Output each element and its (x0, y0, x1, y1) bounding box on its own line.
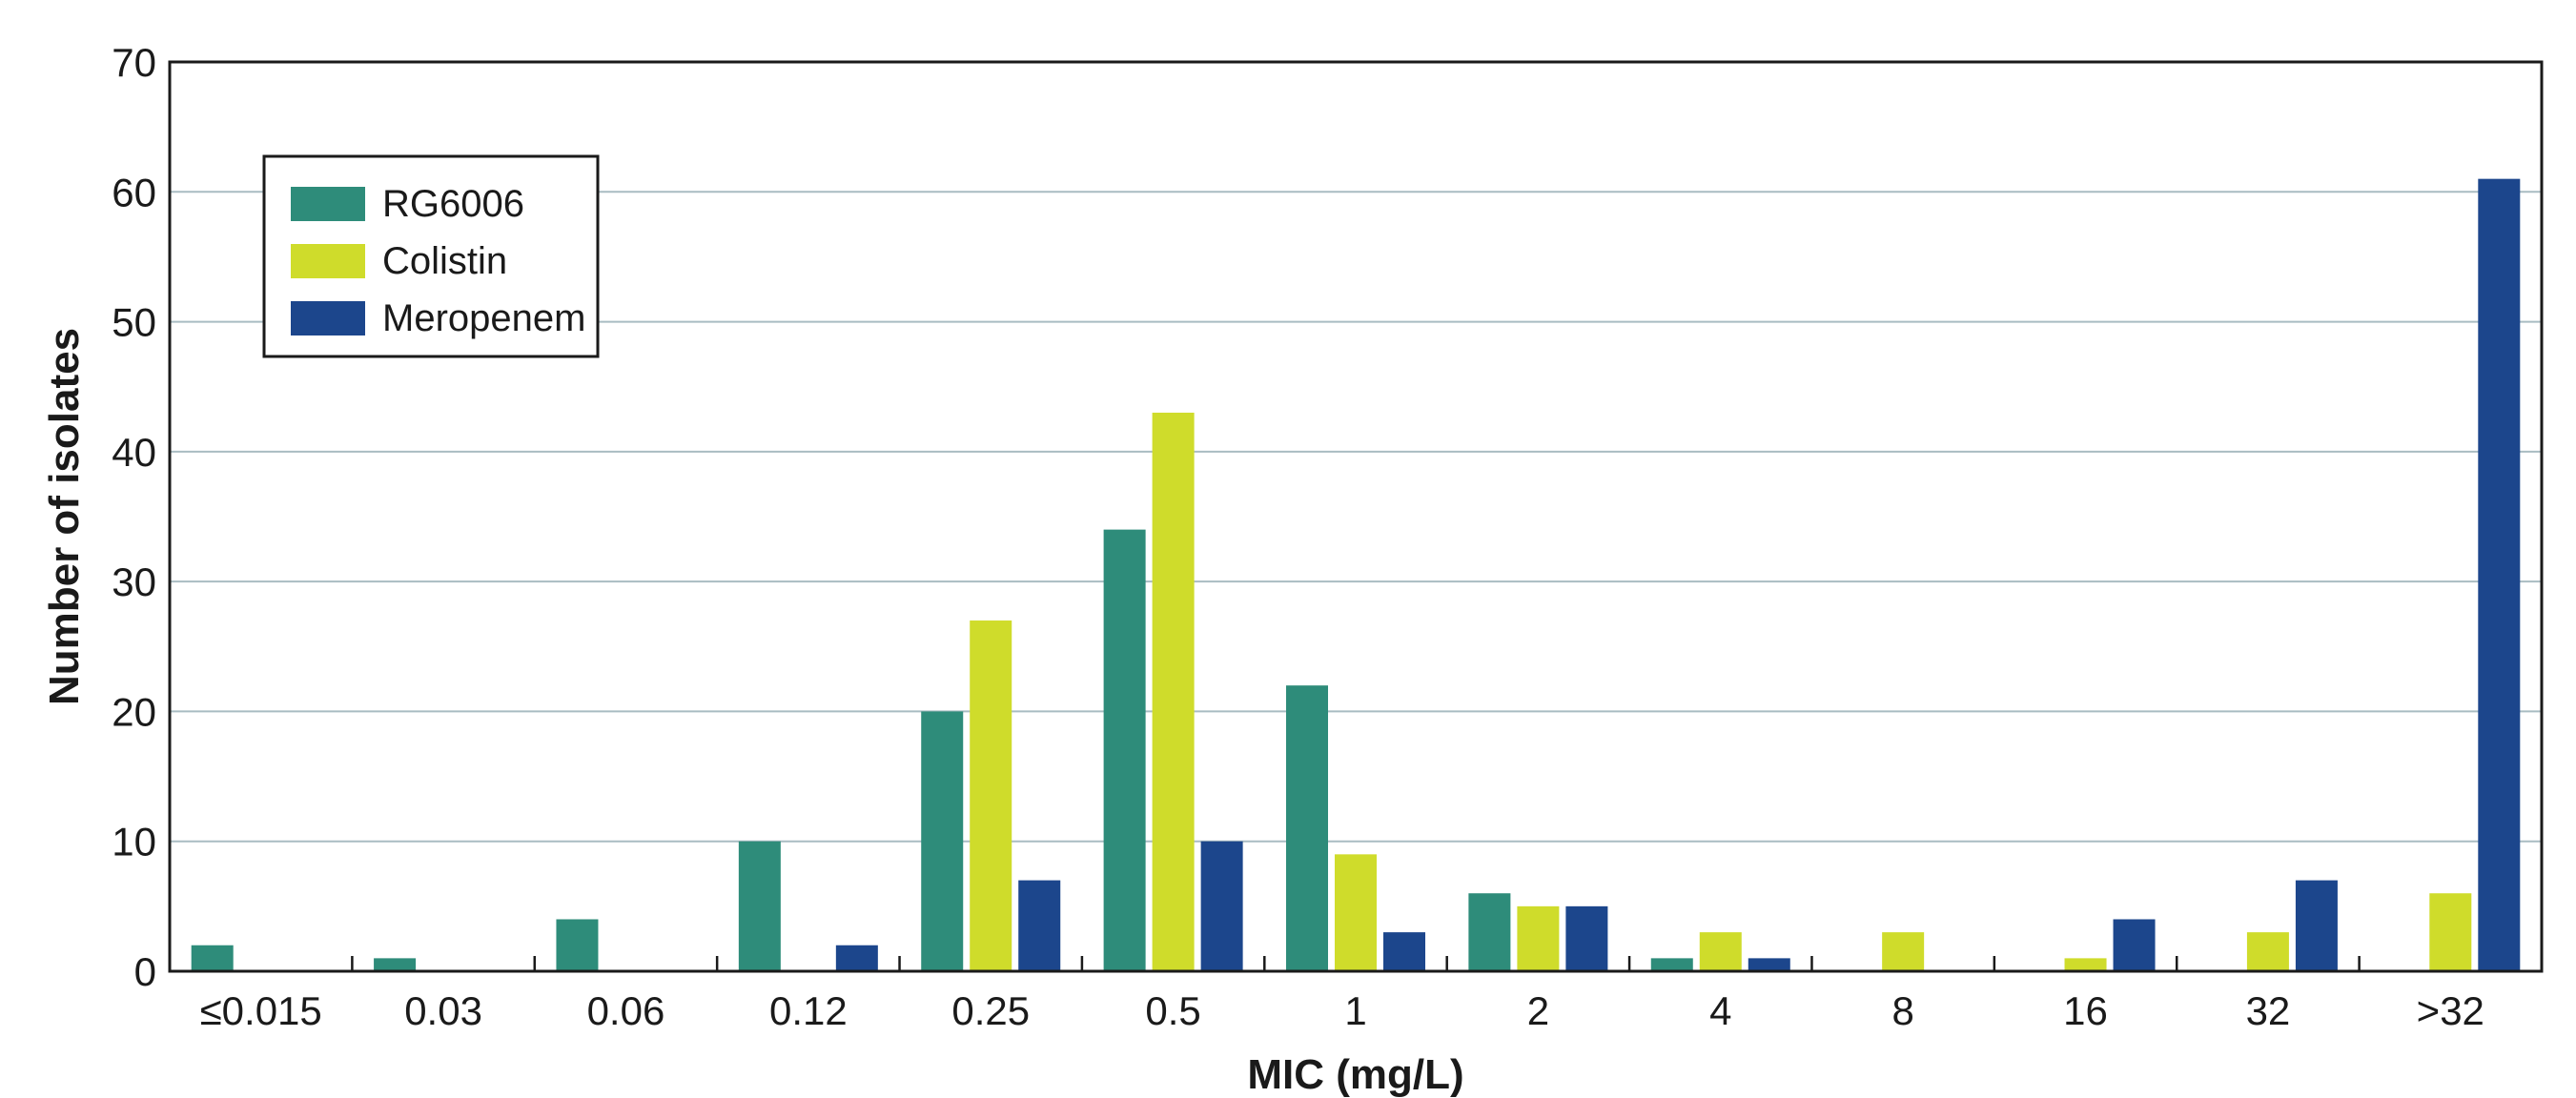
bar-colistin (2429, 893, 2472, 971)
x-axis: ≤0.015 0.03 0.06 0.12 0.25 0.5 1 2 4 8 16 32 >32 (200, 956, 2484, 1033)
legend-swatch-meropenem (291, 301, 365, 336)
bar-meropenem (2295, 880, 2338, 971)
bar-colistin (2246, 932, 2289, 971)
x-tick-label: 0.12 (769, 988, 848, 1033)
bar-meropenem (2113, 919, 2156, 971)
legend: RG6006 Colistin Meropenem (262, 154, 600, 358)
x-tick-label: 32 (2246, 988, 2291, 1033)
y-axis: 0 10 20 30 40 50 60 70 (112, 40, 156, 994)
bar-colistin (1699, 932, 1742, 971)
x-tick-label: 0.25 (951, 988, 1030, 1033)
bar-rg6006 (738, 841, 781, 971)
bar-colistin (970, 620, 1012, 971)
legend-swatch-rg6006 (291, 187, 365, 221)
x-tick-label: 16 (2063, 988, 2108, 1033)
bar-meropenem (1200, 841, 1243, 971)
y-tick-label: 0 (134, 949, 156, 994)
bar-rg6006 (1650, 958, 1693, 971)
bar-rg6006 (1286, 685, 1328, 971)
bar-rg6006 (374, 958, 417, 971)
x-tick-label: ≤0.015 (200, 988, 322, 1033)
y-tick-label: 20 (112, 689, 156, 734)
bar-rg6006 (1103, 529, 1146, 971)
bar-meropenem (1748, 958, 1790, 971)
legend-swatch-colistin (291, 244, 365, 278)
bar-colistin (2064, 958, 2107, 971)
y-tick-label: 40 (112, 430, 156, 475)
bar-meropenem (2478, 178, 2521, 971)
x-tick-label: 8 (1891, 988, 1913, 1033)
bar-meropenem (1018, 880, 1061, 971)
bar-rg6006 (1468, 893, 1511, 971)
legend-label: RG6006 (382, 183, 524, 225)
bar-meropenem (1383, 932, 1425, 971)
bar-meropenem (835, 945, 878, 971)
x-tick-label: 4 (1709, 988, 1731, 1033)
x-tick-label: 1 (1344, 988, 1366, 1033)
y-axis-title: Number of isolates (41, 328, 88, 705)
bar-colistin (1335, 854, 1377, 971)
x-tick-label: 0.06 (587, 988, 665, 1033)
bar-meropenem (1565, 905, 1608, 971)
bar-rg6006 (191, 945, 234, 971)
bar-colistin (1517, 905, 1560, 971)
x-tick-label: 2 (1527, 988, 1549, 1033)
y-tick-label: 70 (112, 40, 156, 85)
x-axis-title: MIC (mg/L) (1247, 1051, 1463, 1098)
bar-colistin (1882, 932, 1925, 971)
x-tick-label: 0.5 (1145, 988, 1200, 1033)
y-tick-label: 60 (112, 170, 156, 214)
x-tick-label: 0.03 (404, 988, 482, 1033)
y-tick-label: 10 (112, 820, 156, 864)
bar-rg6006 (556, 919, 599, 971)
y-tick-label: 30 (112, 559, 156, 604)
y-tick-label: 50 (112, 300, 156, 345)
bars (191, 178, 2521, 971)
bar-rg6006 (921, 711, 964, 971)
bar-colistin (1152, 412, 1195, 971)
legend-label: Colistin (382, 240, 507, 282)
plot-frame (168, 60, 2544, 973)
x-tick-label: >32 (2417, 988, 2484, 1033)
legend-label: Meropenem (382, 297, 585, 339)
